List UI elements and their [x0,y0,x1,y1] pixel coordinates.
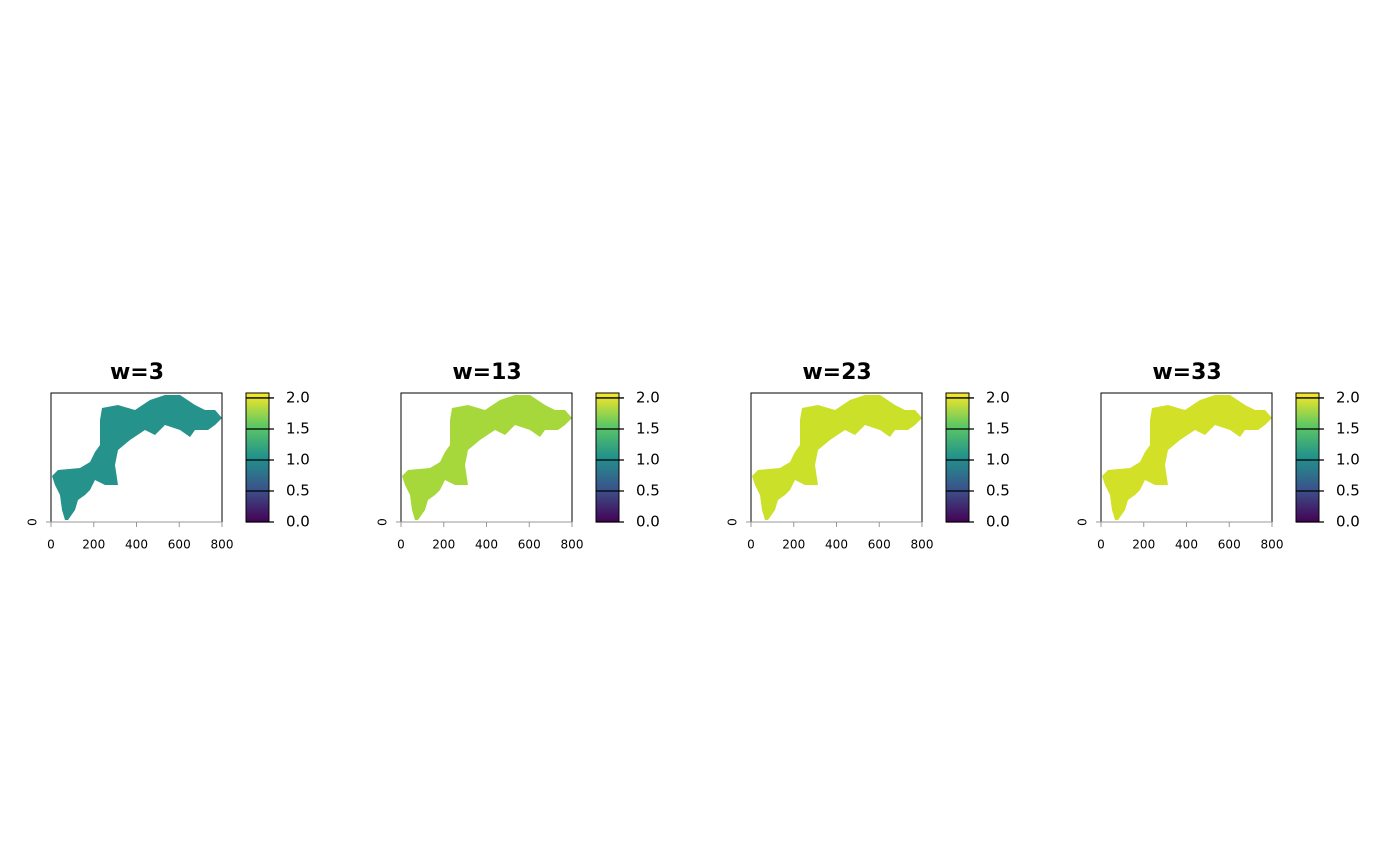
y-tick-label: 0 [376,518,390,526]
panel-title: w=3 [110,360,164,385]
colorbar-tick-label: 1.5 [1336,419,1360,437]
colorbar-tick-label: 1.5 [286,419,310,437]
colorbar-tick-label: 2.0 [636,388,660,406]
x-tick-label: 0 [397,538,405,552]
x-tick-label: 600 [1218,538,1241,552]
y-tick-label: 0 [1076,518,1090,526]
colorbar-tick-label: 0.5 [286,481,310,499]
panel: w=3 0 200 400 600 800 0 0.0 0.5 1.0 1.5 2.0 [26,360,310,552]
colorbar-tick-label: 1.5 [986,419,1010,437]
y-tick-label: 0 [726,518,740,526]
panel-title: w=33 [1152,360,1221,385]
colorbar-tick-label: 0.5 [1336,481,1360,499]
x-tick-label: 0 [747,538,755,552]
x-tick-label: 200 [432,538,455,552]
raster-map [1102,395,1272,520]
colorbar-tick-label: 0.0 [1336,513,1360,531]
raster-map [402,395,572,520]
panel: w=33 0 200 400 600 800 0 0.0 0.5 1.0 1.5 2.0 [1076,360,1360,552]
x-tick-label: 200 [782,538,805,552]
colorbar-tick-label: 1.5 [636,419,660,437]
x-tick-label: 400 [475,538,498,552]
colorbar-tick-label: 2.0 [1336,388,1360,406]
x-tick-label: 800 [211,538,234,552]
colorbar-tick-label: 2.0 [286,388,310,406]
colorbar-tick-label: 2.0 [986,388,1010,406]
x-tick-label: 400 [1175,538,1198,552]
x-tick-label: 600 [168,538,191,552]
x-tick-label: 200 [82,538,105,552]
x-tick-label: 0 [1097,538,1105,552]
colorbar-tick-label: 1.0 [986,450,1010,468]
panel-title: w=23 [802,360,871,385]
x-tick-label: 400 [825,538,848,552]
colorbar [245,392,270,523]
x-tick-label: 800 [911,538,934,552]
panel-title: w=13 [452,360,521,385]
x-tick-label: 800 [561,538,584,552]
colorbar-tick-label: 1.0 [636,450,660,468]
panel: w=23 0 200 400 600 800 0 0.0 0.5 1.0 1.5 2.0 [726,360,1010,552]
colorbar-tick-label: 1.0 [1336,450,1360,468]
y-tick-label: 0 [26,518,40,526]
x-tick-label: 200 [1132,538,1155,552]
colorbar-tick-label: 1.0 [286,450,310,468]
x-tick-label: 400 [125,538,148,552]
x-tick-label: 800 [1261,538,1284,552]
x-tick-label: 0 [47,538,55,552]
raster-map [752,395,922,520]
colorbar [1295,392,1320,523]
colorbar-tick-label: 0.5 [636,481,660,499]
colorbar [945,392,970,523]
x-tick-label: 600 [518,538,541,552]
colorbar-tick-label: 0.0 [986,513,1010,531]
raster-map [52,395,222,520]
panel: w=13 0 200 400 600 800 0 0.0 0.5 1.0 1.5 2.0 [376,360,660,552]
colorbar-tick-label: 0.0 [286,513,310,531]
colorbar-tick-label: 0.0 [636,513,660,531]
colorbar-tick-label: 0.5 [986,481,1010,499]
colorbar [595,392,620,523]
x-tick-label: 600 [868,538,891,552]
